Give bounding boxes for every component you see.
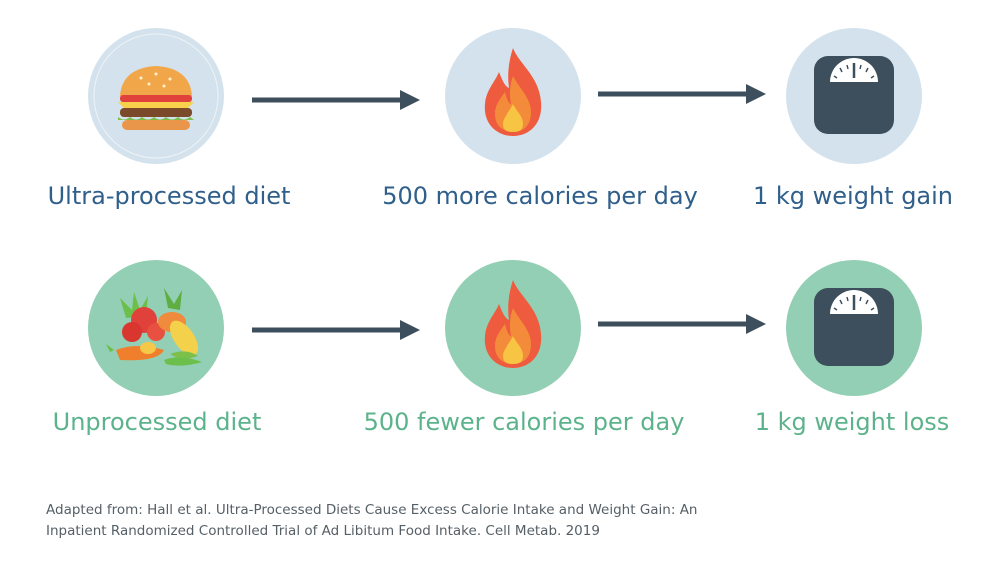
weight-loss-label: 1 kg weight loss bbox=[754, 408, 950, 436]
flame-circle-1 bbox=[443, 26, 583, 166]
scale-circle-1 bbox=[784, 26, 924, 166]
burger-icon bbox=[88, 28, 224, 164]
source-line-2: Inpatient Randomized Controlled Trial of… bbox=[46, 523, 600, 539]
vegetables-icon bbox=[88, 260, 224, 396]
source-citation: Adapted from: Hall et al. Ultra-Processe… bbox=[46, 500, 746, 542]
flame-circle-2 bbox=[443, 258, 583, 398]
scale-circle-2 bbox=[784, 258, 924, 398]
weight-gain-label: 1 kg weight gain bbox=[752, 182, 954, 210]
burger-circle bbox=[86, 26, 226, 166]
flame-icon bbox=[445, 260, 581, 396]
scale-icon bbox=[786, 28, 922, 164]
more-calories-label: 500 more calories per day bbox=[382, 182, 698, 210]
arrow-calories-to-weight-2 bbox=[598, 314, 766, 334]
vegetables-circle bbox=[86, 258, 226, 398]
scale-icon bbox=[786, 260, 922, 396]
arrow-diet-to-calories-2 bbox=[252, 320, 420, 340]
source-line-1: Adapted from: Hall et al. Ultra-Processe… bbox=[46, 502, 698, 518]
ultra-processed-diet-label: Ultra-processed diet bbox=[47, 182, 291, 210]
fewer-calories-label: 500 fewer calories per day bbox=[363, 408, 685, 436]
arrow-diet-to-calories-1 bbox=[252, 90, 420, 110]
flame-icon bbox=[445, 28, 581, 164]
unprocessed-diet-label: Unprocessed diet bbox=[52, 408, 262, 436]
arrow-calories-to-weight-1 bbox=[598, 84, 766, 104]
